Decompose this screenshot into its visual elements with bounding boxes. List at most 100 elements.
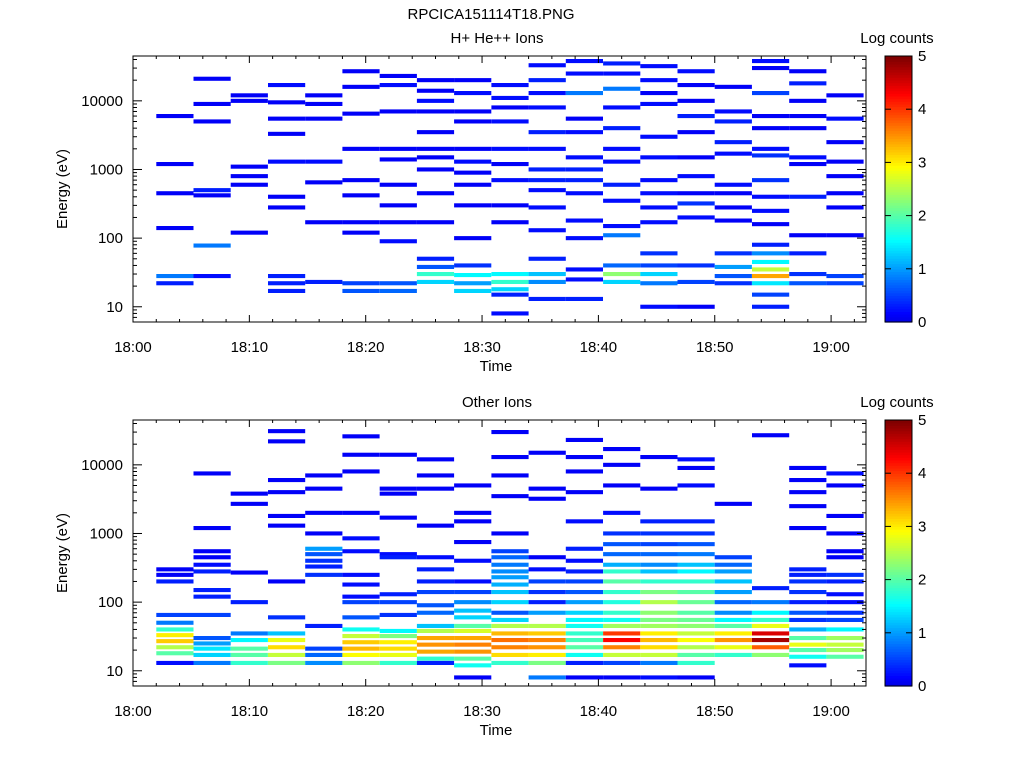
- heatmap-cell: [603, 562, 641, 567]
- heatmap-cell: [342, 652, 380, 657]
- colorbar-segment: [885, 606, 912, 610]
- heatmap-cell: [416, 130, 455, 135]
- heatmap-cell: [789, 490, 827, 495]
- heatmap-cell: [416, 649, 455, 654]
- heatmap-cell: [416, 603, 455, 608]
- heatmap-cell: [416, 264, 455, 269]
- heatmap-cell: [528, 600, 566, 605]
- colorbar-segment: [885, 507, 912, 512]
- heatmap-cell: [491, 494, 529, 499]
- heatmap-cell: [230, 646, 268, 651]
- colorbar-segment: [885, 308, 912, 312]
- heatmap-cell: [565, 600, 603, 605]
- heatmap-cell: [454, 623, 492, 628]
- colorbar-segment: [885, 654, 912, 658]
- heatmap-cell: [416, 579, 455, 584]
- heatmap-cell: [379, 109, 417, 114]
- heatmap-cell: [342, 434, 380, 439]
- heatmap-cell: [789, 233, 827, 238]
- x-axis-label: Time: [480, 358, 513, 375]
- colorbar-segment: [885, 106, 912, 110]
- heatmap-cell: [454, 558, 492, 563]
- heatmap-cell: [193, 101, 231, 106]
- colorbar-segment: [885, 194, 912, 198]
- heatmap-cell: [342, 594, 380, 599]
- heatmap-cell: [305, 564, 343, 569]
- heatmap-cell: [379, 652, 417, 657]
- heatmap-cell: [528, 279, 566, 284]
- heatmap-cell: [603, 631, 641, 636]
- heatmap-cell: [752, 267, 790, 272]
- heatmap-cell: [752, 433, 790, 438]
- heatmap-cell: [640, 251, 678, 256]
- colorbar-segment: [885, 141, 912, 145]
- heatmap-cell: [640, 579, 678, 584]
- colorbar-segment: [885, 622, 912, 626]
- heatmap-cell: [416, 88, 455, 93]
- heatmap-cell: [789, 648, 827, 653]
- heatmap-cell: [416, 656, 455, 661]
- colorbar-segment: [885, 600, 912, 605]
- heatmap-cell: [268, 131, 306, 136]
- colorbar-segment: [885, 210, 912, 214]
- heatmap-cell: [268, 579, 306, 584]
- heatmap-cell: [789, 281, 827, 286]
- heatmap-cell: [268, 194, 306, 199]
- colorbar-segment: [885, 90, 912, 94]
- colorbar-tick-label: 1: [918, 625, 926, 642]
- heatmap-cell: [454, 608, 492, 613]
- heatmap-cell: [603, 569, 641, 574]
- colorbar-segment: [885, 420, 912, 424]
- heatmap-cell: [603, 483, 641, 488]
- heatmap-cell: [379, 660, 417, 665]
- heatmap-cell: [789, 663, 827, 668]
- heatmap-cell: [826, 636, 864, 641]
- heatmap-cell: [565, 579, 603, 584]
- colorbar-segment: [885, 467, 912, 472]
- heatmap-cell: [752, 600, 790, 605]
- heatmap-cell: [640, 519, 678, 524]
- colorbar-segment: [885, 672, 912, 676]
- heatmap-cell: [640, 134, 678, 139]
- heatmap-cell: [714, 569, 752, 574]
- colorbar-segment: [885, 212, 912, 217]
- heatmap-cell: [528, 167, 566, 172]
- heatmap-cell: [603, 263, 641, 268]
- heatmap-cell: [416, 191, 455, 196]
- heatmap-cell: [677, 114, 715, 119]
- x-tick-label: 18:30: [463, 703, 501, 720]
- heatmap-cell: [379, 73, 417, 78]
- heatmap-cell: [416, 486, 455, 491]
- heatmap-cell: [268, 631, 306, 636]
- heatmap-cell: [454, 263, 492, 268]
- colorbar-segment: [885, 56, 912, 60]
- heatmap-cell: [305, 531, 343, 536]
- heatmap-cell: [230, 174, 268, 179]
- colorbar-segment: [885, 170, 912, 174]
- colorbar-segment: [885, 319, 912, 323]
- heatmap-cell: [491, 279, 529, 284]
- heatmap-cell: [565, 675, 603, 680]
- colorbar-segment: [885, 433, 912, 437]
- heatmap-cell: [305, 623, 343, 628]
- colorbar-segment: [885, 295, 912, 299]
- heatmap-cell: [752, 304, 790, 309]
- heatmap-cell: [454, 590, 492, 595]
- heatmap-cell: [454, 628, 492, 633]
- colorbar-segment: [885, 513, 912, 517]
- heatmap-cell: [565, 469, 603, 474]
- heatmap-cell: [416, 279, 455, 284]
- heatmap-cell: [156, 567, 194, 572]
- colorbar-segment: [885, 223, 912, 227]
- colorbar-segment: [885, 119, 912, 124]
- heatmap-cell: [230, 570, 268, 575]
- heatmap-cell: [416, 523, 455, 528]
- heatmap-cell: [305, 558, 343, 563]
- heatmap-cell: [305, 572, 343, 577]
- colorbar-segment: [885, 529, 912, 533]
- heatmap-cell: [752, 610, 790, 615]
- heatmap-cell: [677, 610, 715, 615]
- colorbar-segment: [885, 630, 912, 634]
- heatmap-cell: [342, 627, 380, 632]
- colorbar-segment: [885, 670, 912, 674]
